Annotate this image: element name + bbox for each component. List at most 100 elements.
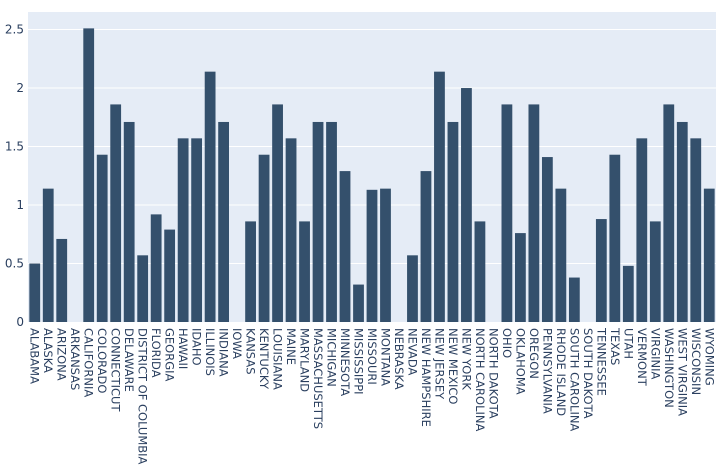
y-tick-label: 0.5 — [5, 257, 24, 271]
x-tick-label: TEXAS — [608, 327, 622, 365]
bar-indiana — [218, 121, 230, 322]
x-tick-label: MASSACHUSETTS — [311, 328, 325, 429]
x-tick-label: MISSOURI — [365, 328, 379, 385]
bars — [29, 28, 715, 323]
bar-rhode-island — [555, 188, 567, 322]
x-tick-label: ALASKA — [41, 328, 55, 373]
x-tick-label: WISCONSIN — [689, 328, 703, 395]
bar-minnesota — [339, 171, 351, 322]
bar-tennessee — [595, 219, 607, 322]
bar-massachusetts — [312, 121, 324, 322]
x-tick-label: WEST VIRGINIA — [675, 328, 689, 416]
bar-louisiana — [272, 104, 283, 322]
x-tick-label: KANSAS — [244, 328, 258, 375]
bar-nevada — [407, 255, 418, 322]
bar-utah — [622, 265, 634, 322]
bar-oregon — [528, 104, 540, 322]
bar-oklahoma — [514, 233, 526, 322]
bar-alaska — [42, 188, 54, 322]
x-tick-label: DISTRICT OF COLUMBIA — [136, 328, 150, 465]
x-tick-label: NEW MEXICO — [446, 328, 460, 404]
bar-pennsylvania — [541, 157, 553, 322]
bar-illinois — [204, 71, 216, 323]
bar-mississippi — [353, 284, 364, 322]
x-tick-label: NEVADA — [405, 328, 419, 376]
x-tick-label: MICHIGAN — [325, 328, 339, 387]
bar-texas — [609, 154, 621, 322]
bar-wyoming — [703, 188, 715, 322]
bar-south-carolina — [568, 277, 580, 322]
bar-washington — [663, 104, 675, 322]
bar-delaware — [123, 121, 135, 322]
bar-arizona — [56, 238, 68, 322]
x-tick-label: VIRGINIA — [648, 328, 662, 380]
x-tick-label: SOUTH CAROLINA — [567, 328, 581, 431]
y-tick-label: 1.5 — [5, 140, 24, 154]
x-tick-label: ALABAMA — [28, 328, 42, 384]
bar-maryland — [299, 221, 310, 322]
bar-new-york — [461, 88, 472, 322]
x-tick-label: DELAWARE — [122, 328, 136, 392]
bar-ohio — [501, 104, 513, 322]
x-tick-label: NEBRASKA — [392, 328, 406, 390]
bar-virginia — [649, 221, 661, 322]
bar-new-mexico — [447, 121, 459, 322]
y-tick-label: 2 — [16, 81, 24, 95]
bar-vermont — [636, 138, 648, 322]
bar-maine — [285, 138, 297, 322]
x-axis-ticks: ALABAMA ALASKA ARIZONA ARKANSAS CALIFORNIA CO… — [28, 327, 717, 465]
x-tick-label: OKLAHOMA — [513, 328, 527, 395]
bar-georgia — [164, 229, 176, 322]
bar-michigan — [326, 121, 337, 322]
x-tick-label: MAINE — [284, 328, 298, 365]
x-tick-label: KENTUCKY — [257, 328, 271, 390]
x-tick-label: OREGON — [527, 328, 541, 379]
bar-montana — [380, 188, 391, 322]
x-tick-label: LOUISIANA — [271, 328, 285, 390]
x-tick-label: RHODE ISLAND — [554, 328, 568, 416]
x-tick-label: NEW HAMPSHIRE — [419, 328, 433, 427]
bar-kentucky — [258, 154, 270, 322]
x-tick-label: FLORIDA — [149, 328, 163, 378]
bar-west-virginia — [676, 121, 688, 322]
y-tick-label: 0 — [16, 315, 24, 329]
x-tick-label: CONNECTICUT — [109, 328, 123, 412]
x-tick-label: ARIZONA — [55, 328, 69, 381]
x-tick-label: NEW YORK — [459, 328, 473, 390]
x-tick-label: PENNSYLVANIA — [540, 328, 554, 414]
y-axis-ticks: 0 0.5 1 1.5 2 2.5 — [5, 23, 24, 329]
x-tick-label: WASHINGTON — [662, 328, 676, 408]
x-tick-label: WYOMING — [702, 328, 716, 386]
bar-hawaii — [177, 138, 189, 322]
x-tick-label: NEW JERSEY — [432, 328, 446, 400]
bar-california — [83, 28, 95, 323]
bar-idaho — [191, 138, 203, 322]
x-tick-label: NORTH DAKOTA — [486, 328, 500, 419]
x-tick-label: TENNESSEE — [594, 327, 608, 396]
bar-new-hampshire — [420, 171, 432, 322]
x-tick-label: OHIO — [500, 328, 514, 358]
x-tick-label: SOUTH DAKOTA — [581, 328, 595, 419]
y-tick-label: 1 — [16, 198, 24, 212]
bar-florida — [150, 214, 162, 322]
x-tick-label: ILLINOIS — [203, 328, 217, 376]
y-tick-label: 2.5 — [5, 23, 24, 37]
x-tick-label: MONTANA — [378, 328, 392, 386]
x-tick-label: MARYLAND — [298, 328, 312, 392]
bar-district-of-columbia — [137, 255, 149, 322]
x-tick-label: HAWAII — [176, 328, 190, 369]
bar-alabama — [29, 263, 41, 322]
x-tick-label: MINNESOTA — [338, 328, 352, 396]
bar-north-carolina — [474, 221, 486, 322]
x-tick-label: ARKANSAS — [68, 328, 82, 390]
x-tick-label: VERMONT — [635, 328, 649, 387]
x-tick-label: CALIFORNIA — [82, 328, 96, 397]
bar-colorado — [96, 154, 108, 322]
x-tick-label: COLORADO — [95, 328, 109, 393]
x-tick-label: IOWA — [230, 328, 244, 359]
bar-wisconsin — [690, 138, 702, 322]
bar-new-jersey — [434, 71, 445, 323]
x-tick-label: IDAHO — [190, 328, 204, 366]
